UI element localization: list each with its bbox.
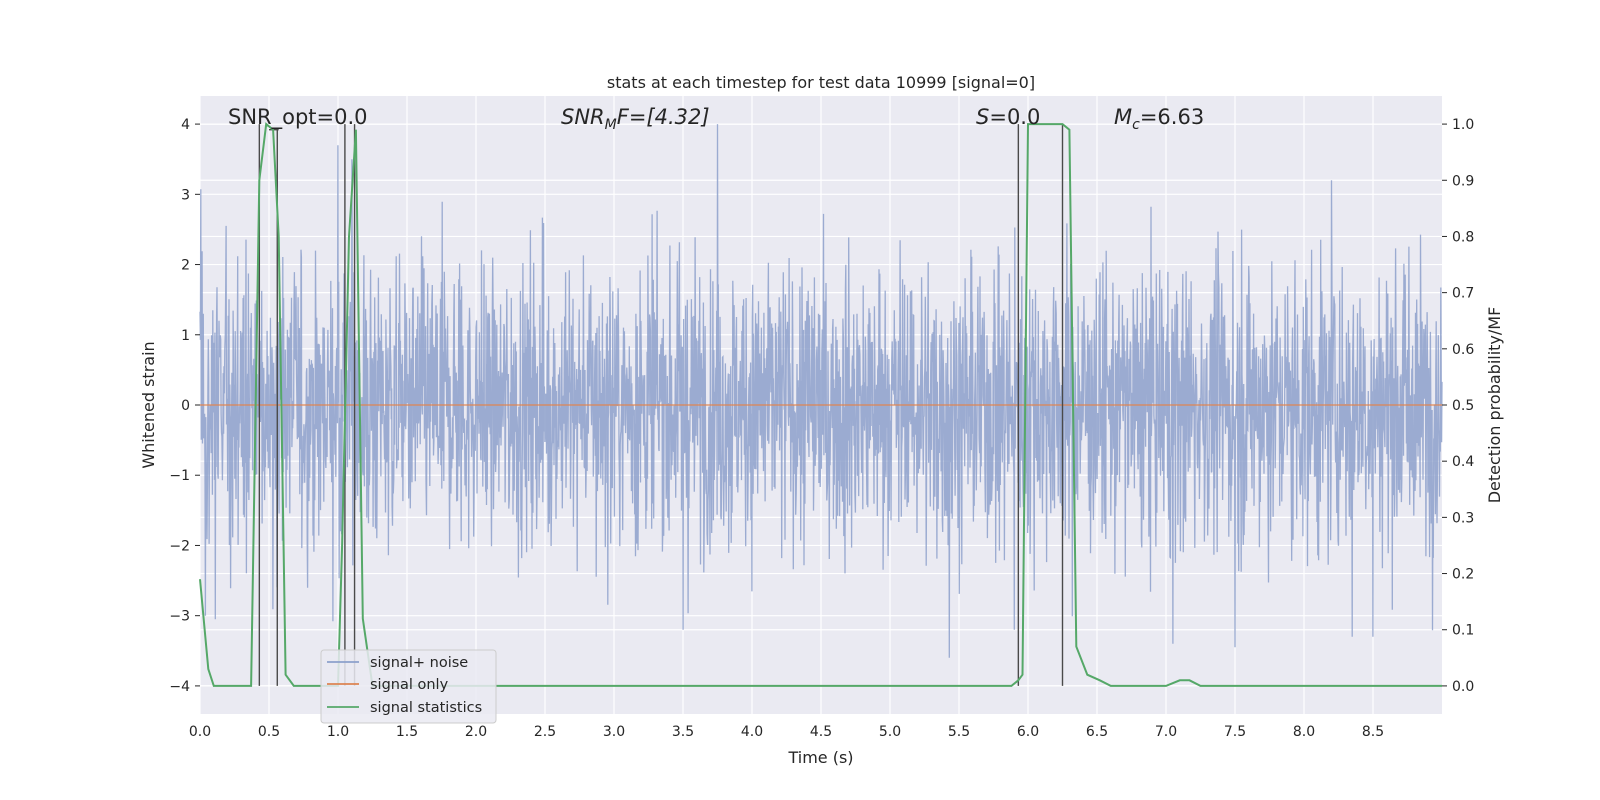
- x-tick-label: 0.5: [258, 724, 280, 740]
- y-tick-label: 2: [181, 258, 190, 274]
- annotation-snr-mf: SNRMF=[4.32]: [561, 105, 710, 133]
- legend-box: [320, 649, 497, 724]
- x-tick-label: 1.5: [396, 724, 418, 740]
- statistics-series-layer: [199, 122, 1442, 687]
- legend: signal+ noise signal only signal statist…: [320, 649, 497, 724]
- s-symbol: S: [976, 105, 989, 129]
- y2-axis-label: Detection probability/MF: [1485, 307, 1504, 504]
- legend-label-signal: signal only: [370, 677, 449, 693]
- snr-mf-base: SNR: [561, 105, 605, 129]
- x-tick-label: 3.0: [603, 724, 625, 740]
- snr-mf-rest: F=[4.32]: [617, 105, 710, 129]
- y-tick-label: 0: [181, 398, 190, 414]
- x-tick-label: 1.0: [327, 724, 349, 740]
- signal-statistics-line: [199, 122, 1442, 687]
- x-tick-label: 6.0: [1017, 724, 1039, 740]
- y2-tick-label: 0.3: [1452, 510, 1474, 526]
- y2-tick-label: 0.8: [1452, 229, 1474, 245]
- x-tick-label: 4.0: [741, 724, 763, 740]
- y-tick-label: −2: [169, 538, 190, 554]
- y2-tick-label: 0.6: [1452, 342, 1474, 358]
- x-tick-label: 0.0: [189, 724, 211, 740]
- mc-value: =6.63: [1140, 105, 1204, 129]
- signal-plus-noise-line: [199, 124, 1443, 658]
- snr-mf-sub: M: [605, 117, 617, 133]
- x-tick-label: 3.5: [672, 724, 694, 740]
- mc-symbol: M: [1114, 105, 1132, 129]
- y2-axis-ticks: 0.0 0.1 0.2 0.3 0.4 0.5 0.6 0.7 0.8 0.9 1.0: [1442, 117, 1474, 695]
- y2-tick-label: 0.7: [1452, 286, 1474, 302]
- x-tick-label: 7.5: [1224, 724, 1246, 740]
- s-value: =0.0: [989, 105, 1040, 129]
- annotation-mc: Mc=6.63: [1114, 105, 1204, 133]
- x-tick-label: 5.0: [879, 724, 901, 740]
- legend-label-noise: signal+ noise: [370, 655, 468, 671]
- y-axis-label: Whitened strain: [139, 341, 158, 468]
- x-tick-label: 5.5: [948, 724, 970, 740]
- x-tick-label: 4.5: [810, 724, 832, 740]
- x-tick-label: 8.5: [1362, 724, 1384, 740]
- x-axis-label: Time (s): [787, 748, 853, 767]
- y-tick-label: −4: [169, 679, 190, 695]
- x-tick-label: 7.0: [1155, 724, 1177, 740]
- y-tick-label: −3: [169, 609, 190, 625]
- y2-tick-label: 0.2: [1452, 567, 1474, 583]
- y2-tick-label: 0.5: [1452, 398, 1474, 414]
- y-tick-label: 1: [181, 328, 190, 344]
- y2-tick-label: 1.0: [1452, 117, 1474, 133]
- noise-series-layer: [199, 124, 1443, 658]
- mc-sub: c: [1132, 117, 1140, 133]
- x-tick-label: 2.0: [465, 724, 487, 740]
- x-tick-label: 6.5: [1086, 724, 1108, 740]
- x-tick-label: 2.5: [534, 724, 556, 740]
- y-axis-ticks: −4 −3 −2 −1 0 1 2 3 4: [169, 117, 200, 695]
- x-tick-label: 8.0: [1293, 724, 1315, 740]
- y2-tick-label: 0.0: [1452, 679, 1474, 695]
- x-axis-ticks: 0.0 0.5 1.0 1.5 2.0 2.5 3.0 3.5 4.0 4.5 5.0 5.5 6.0 6…: [189, 724, 1384, 740]
- y-tick-label: 4: [181, 117, 190, 133]
- y2-tick-label: 0.4: [1452, 454, 1474, 470]
- annotation-snr-opt: SNR_opt=0.0: [228, 105, 368, 130]
- y2-tick-label: 0.9: [1452, 173, 1474, 189]
- legend-label-statistics: signal statistics: [370, 700, 482, 716]
- y-tick-label: 3: [181, 187, 190, 203]
- y2-tick-label: 0.1: [1452, 623, 1474, 639]
- annotation-s: S=0.0: [976, 105, 1040, 129]
- chart-title: stats at each timestep for test data 109…: [607, 73, 1035, 92]
- y-tick-label: −1: [169, 468, 190, 484]
